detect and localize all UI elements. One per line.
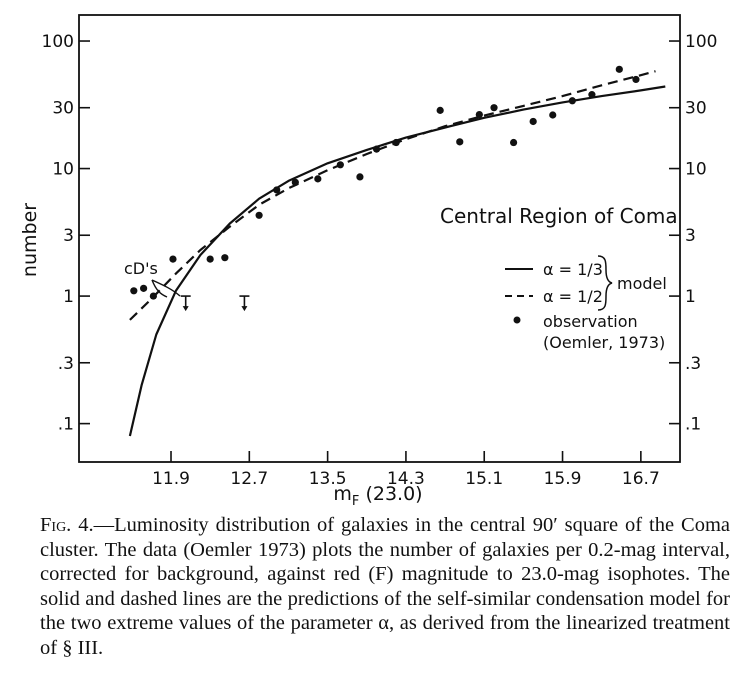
data-point [130, 287, 138, 295]
data-point [509, 138, 518, 147]
data-point [436, 106, 444, 114]
data-point [490, 104, 498, 112]
data-point [372, 145, 381, 153]
data-point [615, 65, 623, 73]
y-tick-label-right: .3 [685, 354, 701, 374]
y-tick-label-right: 100 [685, 32, 717, 52]
x-tick-label: 14.3 [387, 469, 425, 489]
data-point [149, 292, 157, 300]
upper-limit-arrowhead [241, 306, 248, 312]
y-tick-label-left: 3 [63, 226, 74, 246]
x-tick-label: 13.5 [309, 469, 347, 489]
y-tick-label-right: 30 [685, 99, 707, 119]
x-tick-label: 12.7 [230, 469, 268, 489]
legend-entry-solid: α = 1/3 [543, 260, 603, 279]
caption-line: similar condensation model for the two e… [40, 587, 730, 635]
x-tick-label: 15.9 [544, 469, 582, 489]
data-point [336, 161, 344, 169]
data-point [273, 186, 281, 194]
data-point [568, 97, 576, 105]
data-point [255, 211, 263, 219]
y-axis: .1 .1 .3 .3 1 1 3 3 10 10 30 30 100 100 [42, 32, 718, 435]
caption-line: 90′ square of the Coma cluster. The data… [40, 514, 731, 561]
data-point [529, 117, 537, 126]
model-curves [128, 70, 666, 437]
y-tick-label-left: 1 [63, 287, 74, 307]
y-tick-label-left: 10 [52, 160, 74, 180]
model-curve-dashed [129, 70, 656, 321]
plot-frame [78, 14, 681, 463]
y-tick-label-left: 30 [52, 99, 74, 119]
cd-arrow-2 [151, 279, 181, 297]
data-point [169, 255, 177, 263]
legend-entry-dashed: α = 1/2 [543, 287, 603, 306]
cd-arrow-1 [151, 279, 168, 298]
cd-annotation: cD's [124, 259, 181, 298]
data-point [456, 138, 464, 146]
y-axis-label: number [19, 203, 41, 277]
y-tick-label-left: 100 [42, 32, 74, 52]
legend-observation-line2: (Oemler, 1973) [543, 333, 665, 352]
data-point [356, 173, 364, 181]
upper-limits [180, 295, 250, 312]
data-point [632, 75, 640, 84]
caption-line: The solid and dashed lines are the predi… [40, 563, 731, 610]
y-tick-label-right: 10 [685, 160, 707, 180]
luminosity-chart: 11.9 12.7 13.5 14.3 15.1 15.9 16.7 .1 .1 .3 .3 1 1 3… [19, 14, 718, 509]
x-tick-label: 15.1 [465, 469, 503, 489]
x-tick-label: 11.9 [152, 469, 190, 489]
figure-caption: Fig. 4.—Luminosity distribution of galax… [40, 513, 730, 661]
legend-group-label: model [617, 274, 667, 293]
data-point [206, 255, 214, 263]
observation-points [130, 65, 640, 300]
caption-line: the number of galaxies per 0.2-mag inter… [40, 538, 730, 586]
data-point [392, 138, 400, 147]
data-point [549, 111, 557, 119]
upper-limit-arrowhead [182, 306, 189, 312]
y-tick-label-left: .1 [58, 415, 74, 435]
chart-title: Central Region of Coma [440, 204, 678, 228]
y-tick-label-right: 3 [685, 226, 696, 246]
legend-observation-line1: observation [543, 312, 638, 331]
chart-figure: 11.9 12.7 13.5 14.3 15.1 15.9 16.7 .1 .1 .3 .3 1 1 3… [19, 14, 718, 509]
y-tick-label-left: .3 [58, 354, 74, 374]
data-point [140, 284, 148, 292]
y-tick-label-right: 1 [685, 287, 696, 307]
legend: α = 1/3 α = 1/2 model observation (Oemle… [505, 255, 667, 352]
caption-line: parameter α, as derived from the lineari… [40, 612, 731, 659]
data-point [588, 91, 596, 99]
data-point [314, 175, 322, 183]
caption-line: —Luminosity distribution of galaxies in … [93, 514, 526, 536]
cd-label: cD's [124, 259, 158, 278]
caption-fig-label: Fig. 4. [40, 514, 94, 536]
y-tick-label-right: .1 [685, 415, 701, 435]
legend-brace [597, 255, 613, 311]
x-tick-label: 16.7 [622, 469, 660, 489]
caption-line: background, against red (F) magnitude to… [156, 563, 691, 586]
data-point [221, 254, 229, 262]
x-axis-label: mF (23.0) [333, 483, 422, 509]
x-axis: 11.9 12.7 13.5 14.3 15.1 15.9 16.7 [152, 451, 660, 489]
data-point [475, 110, 483, 119]
data-point [291, 178, 299, 186]
legend-point-marker [513, 316, 521, 324]
